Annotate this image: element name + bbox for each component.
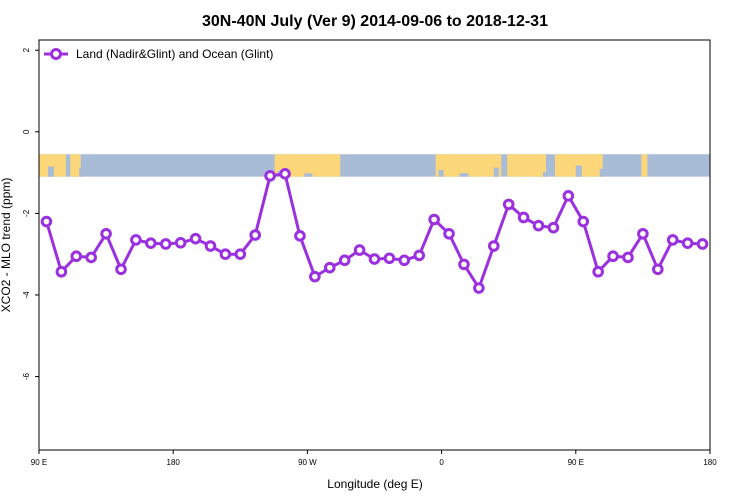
- data-point-44: [696, 238, 709, 250]
- map-coast-6: [493, 167, 499, 177]
- data-point-0: [40, 215, 53, 228]
- data-point-40: [637, 227, 649, 240]
- x-tick-label-4: 90 E: [568, 458, 584, 467]
- data-point-7: [145, 237, 157, 249]
- map-land-2: [70, 154, 81, 177]
- data-point-37: [592, 265, 604, 278]
- data-point-32: [517, 211, 530, 224]
- data-point-4: [100, 227, 112, 240]
- y-tick-label-0: 2: [22, 47, 31, 52]
- data-point-27: [443, 227, 455, 240]
- data-point-19: [323, 261, 336, 274]
- map-coast-7: [542, 172, 549, 177]
- data-point-10: [189, 232, 202, 245]
- data-point-26: [428, 213, 440, 226]
- data-point-6: [130, 234, 142, 246]
- data-point-12: [219, 248, 232, 260]
- map-land-4: [326, 154, 341, 177]
- y-axis-label: XCO2 - MLO trend (ppm): [0, 178, 13, 313]
- data-point-3: [85, 251, 97, 264]
- legend-label: Land (Nadir&Glint) and Ocean (Glint): [76, 47, 273, 61]
- data-point-30: [487, 240, 500, 252]
- data-point-33: [532, 219, 545, 232]
- world-map-band: [39, 154, 710, 177]
- data-point-14: [249, 229, 262, 241]
- map-land-5: [435, 154, 502, 177]
- data-point-39: [622, 251, 634, 264]
- map-coast-0: [47, 166, 54, 177]
- x-tick-label-1: 180: [167, 458, 181, 467]
- data-point-41: [652, 263, 664, 276]
- data-point-2: [70, 250, 83, 263]
- data-point-38: [607, 250, 619, 263]
- data-point-1: [55, 265, 68, 278]
- x-tick-label-5: 180: [703, 458, 717, 467]
- map-coast-5: [459, 173, 469, 177]
- data-point-34: [547, 221, 560, 234]
- chart-title: 30N-40N July (Ver 9) 2014-09-06 to 2018-…: [202, 13, 548, 30]
- data-point-11: [204, 240, 217, 252]
- data-point-36: [577, 215, 590, 228]
- y-tick-label-3: -4: [22, 291, 31, 299]
- legend-marker: [50, 48, 62, 60]
- data-point-8: [159, 238, 172, 250]
- data-point-21: [353, 244, 366, 256]
- x-axis-label: Longitude (deg E): [327, 477, 422, 491]
- map-land-6: [507, 154, 546, 177]
- data-point-43: [681, 237, 694, 249]
- plot-frame: [38, 39, 711, 451]
- data-point-18: [309, 270, 321, 283]
- y-tick-label-2: -2: [22, 209, 31, 217]
- legend: Land (Nadir&Glint) and Ocean (Glint): [44, 47, 273, 61]
- data-point-15: [264, 170, 276, 182]
- data-point-9: [174, 236, 187, 249]
- data-point-23: [383, 252, 396, 265]
- series-layer: [40, 168, 709, 294]
- map-coast-3: [304, 173, 313, 177]
- data-point-17: [294, 230, 306, 242]
- y-tick-label-4: -6: [22, 372, 31, 380]
- axis-ticks: 90 E 180 90 W 0 90 E 180 2 0 -2 -4 -6: [22, 47, 717, 467]
- map-land-1: [53, 154, 66, 177]
- data-point-24: [398, 254, 411, 267]
- data-point-42: [666, 234, 679, 246]
- map-ocean: [39, 154, 710, 177]
- data-point-25: [413, 249, 426, 262]
- data-point-28: [458, 258, 470, 271]
- x-tick-label-3: 0: [439, 458, 444, 467]
- data-point-31: [502, 198, 515, 211]
- data-point-35: [562, 190, 575, 202]
- data-point-22: [368, 253, 381, 265]
- x-tick-label-0: 90 E: [31, 458, 47, 467]
- data-point-5: [115, 263, 127, 276]
- map-coast-1: [79, 167, 85, 177]
- map-coast-8: [575, 165, 582, 177]
- data-point-20: [338, 254, 351, 267]
- series-line-0: [45, 172, 703, 290]
- data-point-13: [234, 248, 247, 260]
- map-coast-9: [599, 168, 604, 177]
- y-tick-label-1: 0: [22, 129, 31, 134]
- map-land-8: [641, 154, 648, 177]
- map-coast-4: [438, 169, 444, 177]
- data-point-29: [473, 282, 485, 294]
- data-point-16: [279, 168, 291, 180]
- x-tick-label-2: 90 W: [298, 458, 317, 467]
